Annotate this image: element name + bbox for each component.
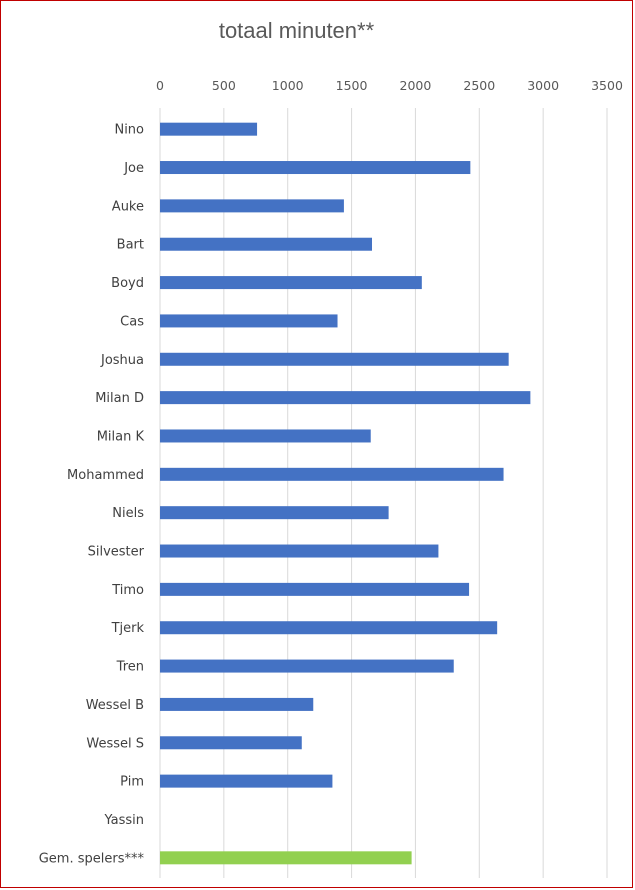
x-tick-label: 2500 — [463, 78, 495, 93]
player-bar — [160, 697, 314, 711]
gridlines — [159, 108, 608, 878]
player-bar — [160, 621, 498, 635]
category-label: Gem. spelers*** — [39, 851, 145, 866]
x-tick-label: 2000 — [400, 78, 432, 93]
player-bar — [160, 429, 371, 443]
player-bar — [160, 506, 389, 520]
category-label: Niels — [112, 506, 144, 521]
bars — [160, 122, 531, 865]
x-tick-label: 1500 — [336, 78, 368, 93]
category-label: Milan D — [95, 391, 144, 406]
x-tick-label: 1000 — [272, 78, 304, 93]
category-label: Pim — [120, 775, 144, 790]
category-label: Milan K — [97, 429, 145, 444]
player-bar — [160, 122, 258, 136]
x-tick-label: 3000 — [527, 78, 559, 93]
category-label: Bart — [117, 238, 144, 253]
category-label: Auke — [112, 199, 144, 214]
x-axis-ticks: 0 500 1000 1500 2000 2500 3000 3500 — [156, 78, 623, 93]
category-label: Mohammed — [67, 468, 144, 483]
player-bar — [160, 582, 470, 596]
category-label: Timo — [111, 583, 144, 598]
player-bar — [160, 774, 333, 788]
player-bar — [160, 276, 422, 290]
category-label: Tren — [116, 660, 144, 675]
category-label: Yassin — [103, 813, 144, 828]
category-label: Silvester — [88, 545, 145, 560]
x-tick-label: 0 — [156, 78, 164, 93]
player-bar — [160, 161, 471, 175]
average-bar — [160, 851, 412, 865]
x-tick-label: 500 — [212, 78, 236, 93]
player-bar — [160, 352, 509, 366]
category-label: Wessel S — [86, 736, 144, 751]
chart-title: totaal minuten** — [218, 18, 375, 43]
category-label: Joe — [123, 161, 144, 176]
category-label: Wessel B — [86, 698, 144, 713]
player-bar — [160, 237, 373, 251]
category-label: Nino — [114, 123, 144, 138]
x-tick-label: 3500 — [591, 78, 623, 93]
player-bar — [160, 544, 439, 558]
category-label: Cas — [120, 314, 144, 329]
y-axis-categories: Nino Joe Auke Bart Boyd Cas Joshua Milan D Milan… — [39, 123, 145, 867]
category-label: Boyd — [111, 276, 144, 291]
player-bar — [160, 467, 504, 481]
player-bar — [160, 199, 344, 213]
player-bar — [160, 736, 302, 750]
player-bar — [160, 314, 338, 328]
category-label: Joshua — [100, 353, 144, 368]
player-bar — [160, 659, 454, 673]
player-bar — [160, 391, 531, 405]
category-label: Tjerk — [111, 621, 145, 636]
